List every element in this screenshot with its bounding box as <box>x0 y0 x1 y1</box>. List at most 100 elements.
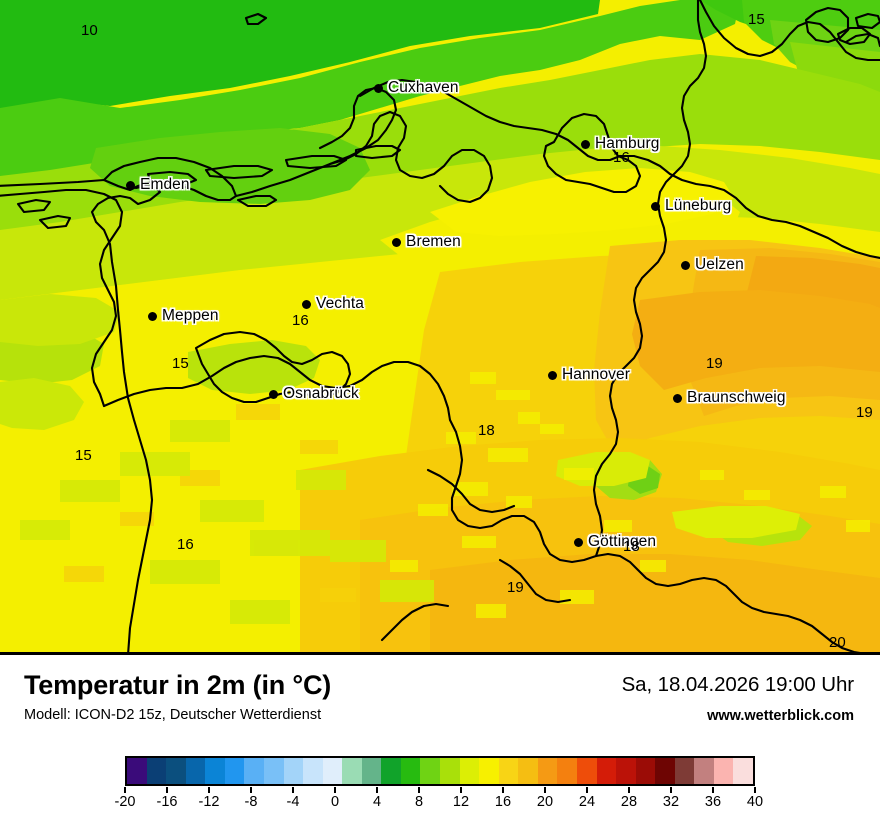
city-dot <box>651 201 660 211</box>
isotherm-label: 15 <box>748 11 765 28</box>
city-dot <box>302 299 311 309</box>
city-marker[interactable]: Meppen <box>148 307 219 325</box>
color-swatch <box>557 758 577 784</box>
color-swatch <box>224 758 245 784</box>
city-marker[interactable]: Hamburg <box>581 135 659 153</box>
meta-block: Sa, 18.04.2026 19:00 Uhr www.wetterblick… <box>622 673 854 724</box>
scale-tick-label: -12 <box>198 794 220 810</box>
city-dot <box>374 83 383 93</box>
scale-tick-label: 32 <box>662 794 680 810</box>
title-block: Temperatur in 2m (in °C) Modell: ICON-D2… <box>24 670 332 724</box>
color-swatch <box>440 758 460 784</box>
color-swatch <box>655 758 675 784</box>
color-swatch <box>381 758 401 784</box>
scale-tick <box>376 787 378 793</box>
scale-tick-label: 8 <box>414 794 424 810</box>
temperature-map[interactable]: Cuxhaven Hamburg Emden Lüneburg Bremen U… <box>0 0 880 655</box>
scale-tick-label: -16 <box>156 794 178 810</box>
color-swatch <box>733 758 753 784</box>
legend-footer: Temperatur in 2m (in °C) Modell: ICON-D2… <box>0 655 880 830</box>
scale-tick-label: 28 <box>620 794 638 810</box>
city-marker[interactable]: Braunschweig <box>673 389 786 407</box>
city-dot <box>148 311 157 321</box>
isotherm-label: 15 <box>172 355 189 372</box>
color-swatch <box>283 758 304 784</box>
city-dot <box>126 180 135 190</box>
scale-tick-label: -4 <box>286 794 300 810</box>
scale-tick <box>208 787 210 793</box>
color-swatch <box>616 758 636 784</box>
color-swatch <box>713 758 734 784</box>
color-swatch <box>244 758 264 784</box>
scale-tick-label: 4 <box>372 794 382 810</box>
city-label: Göttingen <box>588 533 657 550</box>
color-swatch <box>303 758 323 784</box>
city-marker[interactable]: Emden <box>126 176 190 194</box>
page-title: Temperatur in 2m (in °C) <box>24 670 332 700</box>
city-marker[interactable]: Hannover <box>548 366 630 384</box>
scale-tick <box>628 787 630 793</box>
scale-tick-label: 0 <box>330 794 340 810</box>
isotherm-label: 20 <box>829 634 846 651</box>
city-label: Lüneburg <box>665 197 732 214</box>
scale-tick-label: 24 <box>578 794 596 810</box>
city-dot <box>673 393 682 403</box>
scale-tick <box>460 787 462 793</box>
scale-tick <box>754 787 756 793</box>
scale-tick <box>586 787 588 793</box>
city-marker[interactable]: Vechta <box>302 295 364 313</box>
scale-tick <box>544 787 546 793</box>
city-dot <box>581 139 590 149</box>
color-swatch <box>185 758 206 784</box>
valid-datetime: Sa, 18.04.2026 19:00 Uhr <box>621 673 854 696</box>
city-label: Hannover <box>562 366 631 383</box>
color-swatch <box>459 758 480 784</box>
color-swatch <box>400 758 421 784</box>
scale-tick <box>670 787 672 793</box>
isotherm-label: 19 <box>706 355 723 372</box>
city-marker[interactable]: Lüneburg <box>651 197 731 215</box>
isotherm-label: 16 <box>292 312 309 329</box>
color-swatch <box>322 758 343 784</box>
color-swatch <box>596 758 617 784</box>
color-scale-bar[interactable] <box>125 756 755 786</box>
color-scale[interactable]: -20 -16 -12 -8 -4 0 4 8 12 16 20 24 28 32 36 40 <box>115 756 763 813</box>
color-swatch <box>674 758 695 784</box>
color-swatch <box>420 758 440 784</box>
color-swatch <box>694 758 714 784</box>
model-subtitle: Modell: ICON-D2 15z, Deutscher Wetterdie… <box>24 707 322 724</box>
scale-tick-label: 20 <box>536 794 554 810</box>
scale-tick-label: 12 <box>452 794 470 810</box>
isotherm-label: 16 <box>613 149 630 166</box>
city-dot <box>681 260 690 270</box>
city-label: Braunschweig <box>687 389 786 406</box>
city-marker[interactable]: Uelzen <box>681 256 744 274</box>
map-canvas <box>0 0 880 652</box>
scale-tick <box>502 787 504 793</box>
isotherm-label: 16 <box>177 536 194 553</box>
color-swatch <box>576 758 597 784</box>
isotherm-label: 18 <box>478 422 495 439</box>
isotherm-label: 19 <box>856 404 873 421</box>
color-swatch <box>518 758 538 784</box>
color-swatch <box>263 758 284 784</box>
city-dot <box>392 237 401 247</box>
site-url[interactable]: www.wetterblick.com <box>707 708 854 724</box>
city-marker[interactable]: Bremen <box>392 233 461 251</box>
city-marker[interactable]: Göttingen <box>574 533 656 551</box>
color-swatch <box>635 758 656 784</box>
city-label: Hamburg <box>595 135 660 152</box>
scale-tick-label: -20 <box>114 794 136 810</box>
city-dot <box>548 370 557 380</box>
city-marker[interactable]: Cuxhaven <box>374 79 459 97</box>
scale-tick <box>334 787 336 793</box>
scale-tick <box>166 787 168 793</box>
city-label: Emden <box>140 176 190 193</box>
color-swatch <box>205 758 225 784</box>
temperature-field <box>0 0 880 652</box>
color-swatch <box>146 758 167 784</box>
city-marker[interactable]: Osnabrück <box>269 385 359 403</box>
isotherm-label: 10 <box>81 22 98 39</box>
color-swatch <box>498 758 519 784</box>
